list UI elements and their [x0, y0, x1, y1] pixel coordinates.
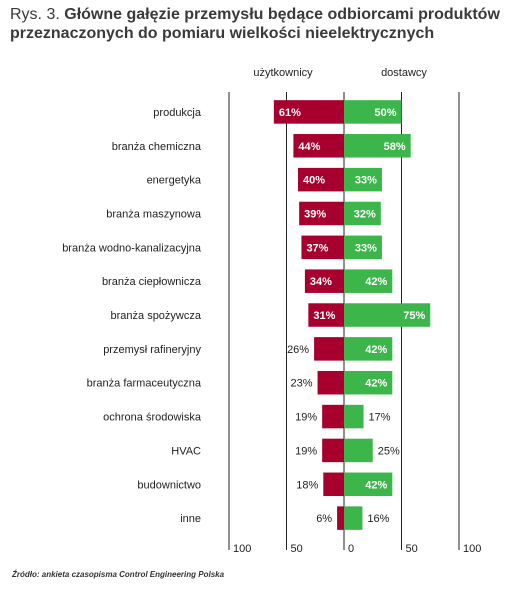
- bar-users: [322, 438, 344, 463]
- bar-suppliers: [344, 303, 431, 327]
- category-label: branża spożywcza: [111, 310, 202, 322]
- data-label-users: 19%: [295, 445, 317, 457]
- figure-number: Rys. 3.: [10, 6, 60, 23]
- bar-users: [314, 337, 344, 361]
- bar-users: [322, 404, 344, 429]
- data-label-suppliers: 42%: [365, 378, 387, 390]
- bar-suppliers: [344, 201, 381, 226]
- data-label-users: 34%: [310, 276, 332, 288]
- category-label: branża chemiczna: [112, 141, 202, 153]
- legend-users: użytkownicy: [253, 67, 313, 79]
- x-axis-ticks: 100 50 0 50 100: [233, 543, 481, 555]
- category-label: HVAC: [171, 445, 201, 457]
- bar-users: [293, 134, 344, 158]
- data-label-users: 26%: [287, 344, 309, 356]
- bar-users: [298, 167, 344, 192]
- x-tick-label: 100: [233, 543, 251, 555]
- bar-users: [299, 201, 344, 226]
- category-label: budownictwo: [137, 479, 201, 491]
- bar-suppliers: [344, 235, 382, 260]
- legend-suppliers: dostawcy: [381, 67, 427, 79]
- category-label: ochrona środowiska: [103, 412, 202, 424]
- bar-suppliers: [344, 370, 393, 395]
- data-label-users: 31%: [313, 310, 335, 322]
- x-tick-label: 100: [463, 543, 481, 555]
- data-label-suppliers: 50%: [374, 107, 396, 119]
- legend: użytkownicy dostawcy: [253, 67, 427, 79]
- bars: 61% 50% 44% 58% 40% 33% 39% 32% 37% 33% 34% 42% 31% 7…: [273, 100, 431, 530]
- bar-users: [337, 506, 344, 530]
- data-label-users: 37%: [306, 242, 328, 254]
- bar-suppliers: [344, 337, 393, 361]
- data-label-suppliers: 33%: [355, 242, 377, 254]
- data-label-suppliers: 25%: [378, 445, 400, 457]
- bar-suppliers: [344, 472, 393, 497]
- data-label-suppliers: 42%: [365, 344, 387, 356]
- chart-title: Rys. 3. Główne gałęzie przemysłu będące …: [10, 5, 525, 43]
- category-label: inne: [180, 513, 201, 525]
- category-labels: produkcja branża chemiczna energetyka branż…: [62, 107, 202, 525]
- bar-suppliers: [344, 506, 363, 530]
- x-tick-label: 50: [406, 543, 418, 555]
- category-label: branża ciepłownicza: [102, 276, 202, 288]
- data-label-suppliers: 32%: [354, 208, 376, 220]
- data-label-suppliers: 33%: [355, 175, 377, 187]
- data-label-users: 18%: [296, 479, 318, 491]
- bar-users: [273, 100, 344, 124]
- data-label-users: 23%: [291, 378, 313, 390]
- bar-users: [323, 472, 344, 497]
- bar-users: [317, 370, 344, 395]
- bar-suppliers: [344, 438, 373, 463]
- bar-users: [308, 303, 344, 327]
- bar-suppliers: [344, 404, 364, 429]
- data-label-suppliers: 58%: [384, 141, 406, 153]
- category-label: branża farmaceutyczna: [87, 378, 202, 390]
- x-tick-label: 0: [348, 543, 354, 555]
- data-label-suppliers: 42%: [365, 479, 387, 491]
- data-label-users: 40%: [303, 175, 325, 187]
- data-label-users: 19%: [295, 412, 317, 424]
- category-label: branża maszynowa: [106, 208, 202, 220]
- data-label-suppliers: 42%: [365, 276, 387, 288]
- data-label-suppliers: 75%: [403, 310, 425, 322]
- title-text: Główne gałęzie przemysłu będące odbiorca…: [10, 6, 500, 42]
- category-label: przemysł rafineryjny: [103, 344, 201, 356]
- bar-suppliers: [344, 134, 411, 158]
- data-label-suppliers: 17%: [369, 412, 391, 424]
- bar-suppliers: [344, 167, 382, 192]
- data-label-users: 61%: [279, 107, 301, 119]
- data-label-users: 6%: [316, 513, 332, 525]
- bar-suppliers: [344, 100, 402, 124]
- bar-suppliers: [344, 269, 393, 293]
- data-label-suppliers: 16%: [367, 513, 389, 525]
- x-tick-label: 50: [291, 543, 303, 555]
- source-note: Źródło: ankieta czasopisma Control Engin…: [12, 570, 225, 579]
- category-label: energetyka: [147, 175, 202, 187]
- bar-users: [301, 235, 344, 260]
- bar-users: [304, 269, 344, 293]
- category-label: branża wodno-kanalizacyjna: [62, 242, 202, 254]
- data-label-users: 44%: [298, 141, 320, 153]
- category-label: produkcja: [153, 107, 202, 119]
- data-label-users: 39%: [304, 208, 326, 220]
